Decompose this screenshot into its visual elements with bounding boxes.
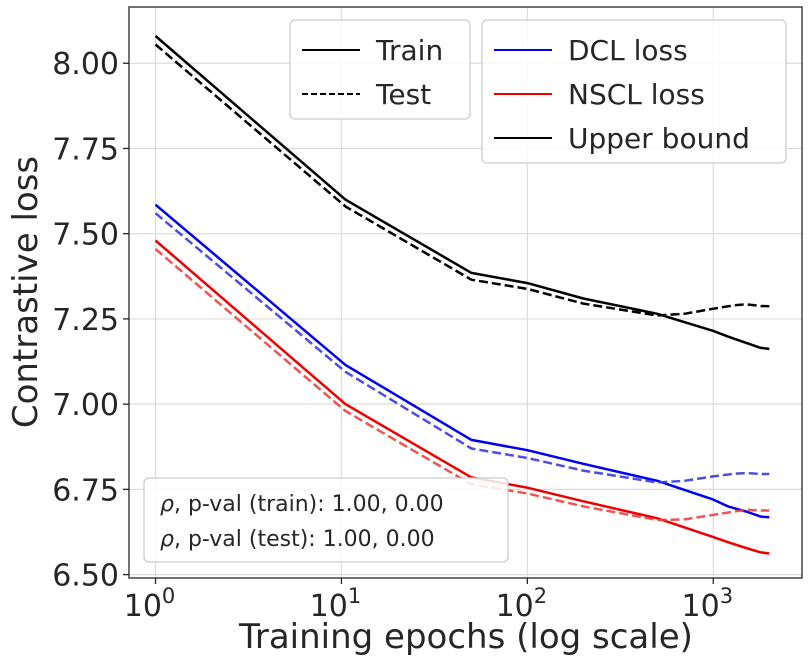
x-axis-label: Training epochs (log scale) [238,617,693,657]
y-axis-ticks: 6.50 6.75 7.00 7.25 7.50 7.75 8.00 [52,47,129,594]
y-tick-label: 6.75 [52,473,119,508]
legend-label: NSCL loss [568,78,705,111]
x-tick-base: 10 [682,589,720,624]
y-tick-label: 7.00 [52,388,119,423]
x-axis-ticks: 100 101 102 103 [124,578,733,624]
plot-lines [154,35,770,555]
rho-symbol: ρ [160,492,174,517]
plot-frame [128,6,803,579]
rho-symbol: ρ [160,527,174,552]
legend-loss-types: DCL loss NSCL loss Upper bound [481,19,787,164]
legend-box [481,19,787,164]
y-tick-label: 7.25 [52,303,119,338]
annotation-line: ρ, p-val (train): 1.00, 0.00 [160,492,444,517]
series-line-dcl-train [154,203,770,519]
y-tick-label: 7.50 [52,218,119,253]
x-tick-base: 10 [496,589,534,624]
y-tick-label: 6.50 [52,559,119,594]
x-tick-label: 101 [310,584,362,624]
annotation-text: , p-val (test): 1.00, 0.00 [174,527,435,552]
x-tick-exponent: 1 [348,584,361,608]
annotation-line: ρ, p-val (test): 1.00, 0.00 [160,527,435,552]
legend-label: Upper bound [568,122,750,155]
series-line-dcl-test [154,212,770,484]
y-tick-label: 8.00 [52,47,119,82]
legend-train-test: Train Test [289,19,471,120]
x-tick-exponent: 3 [720,584,733,608]
annotation-box [143,477,509,563]
legend-label: Test [375,78,431,111]
x-tick-base: 10 [124,589,162,624]
series-line-nscl-train [154,239,770,555]
legend-label: DCL loss [568,34,688,67]
series-line-upper-train [154,35,770,351]
y-tick-label: 7.75 [52,132,119,167]
series-line-nscl-test [154,248,770,522]
x-tick-label: 103 [682,584,734,624]
x-tick-label: 100 [124,584,176,624]
x-tick-base: 10 [310,589,348,624]
legend-label: Train [375,34,443,67]
x-tick-exponent: 0 [162,584,175,608]
y-axis-label: Contrastive loss [6,156,46,428]
x-tick-label: 102 [496,584,548,624]
x-tick-exponent: 2 [534,584,547,608]
series-line-upper-test [154,43,770,317]
correlation-annotation: ρ, p-val (train): 1.00, 0.00ρ, p-val (te… [143,477,509,563]
annotation-text: , p-val (train): 1.00, 0.00 [174,492,444,517]
